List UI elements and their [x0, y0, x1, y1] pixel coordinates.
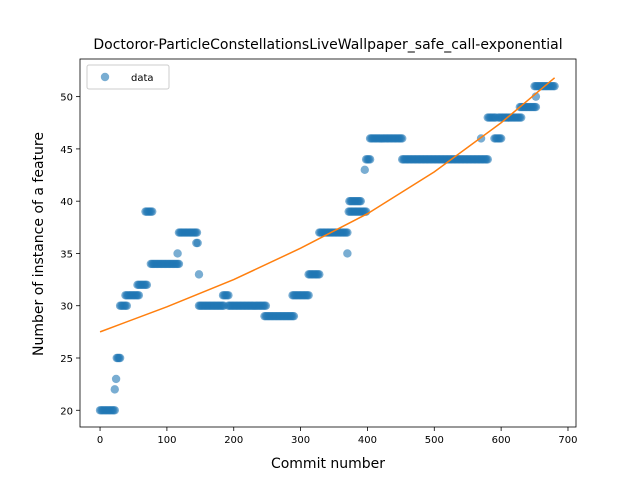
- x-tick-label: 600: [492, 435, 511, 446]
- data-point: [484, 155, 492, 163]
- y-tick-label: 35: [60, 249, 73, 260]
- legend-box: [87, 65, 169, 89]
- data-point: [224, 291, 232, 299]
- data-point: [315, 270, 323, 278]
- data-point: [497, 134, 505, 142]
- x-axis-label: Commit number: [271, 456, 385, 472]
- y-tick-label: 20: [60, 406, 73, 417]
- x-tick-label: 700: [558, 435, 577, 446]
- data-point: [116, 354, 124, 362]
- data-point: [357, 197, 365, 205]
- data-point: [123, 302, 131, 310]
- data-point: [290, 312, 298, 320]
- data-point: [262, 302, 270, 310]
- y-tick-label: 25: [60, 354, 73, 365]
- legend-marker-data: [101, 73, 109, 81]
- data-point: [195, 270, 203, 278]
- x-tick-label: 100: [157, 435, 176, 446]
- legend: data: [87, 65, 169, 89]
- data-point: [517, 113, 525, 121]
- data-point: [173, 249, 181, 257]
- data-point: [135, 291, 143, 299]
- data-point: [366, 155, 374, 163]
- data-point: [193, 228, 201, 236]
- y-tick-label: 40: [60, 197, 73, 208]
- data-point: [143, 281, 151, 289]
- y-axis-label: Number of instance of a feature: [31, 132, 47, 356]
- data-point: [550, 82, 558, 90]
- data-point: [193, 239, 201, 247]
- data-point: [532, 103, 540, 111]
- data-point: [175, 260, 183, 268]
- y-tick-label: 30: [60, 302, 73, 313]
- data-point: [361, 166, 369, 174]
- legend-label-data: data: [131, 73, 154, 84]
- x-tick-label: 0: [97, 435, 103, 446]
- x-tick-label: 300: [291, 435, 310, 446]
- data-point: [111, 385, 119, 393]
- data-point: [304, 291, 312, 299]
- x-tick-label: 200: [224, 435, 243, 446]
- data-point: [398, 134, 406, 142]
- data-point: [111, 406, 119, 414]
- data-point: [343, 228, 351, 236]
- data-point: [112, 375, 120, 383]
- chart-title: Doctoror-ParticleConstellationsLiveWallp…: [93, 37, 562, 53]
- data-point: [343, 249, 351, 257]
- y-tick-label: 50: [60, 93, 73, 104]
- y-tick-label: 45: [60, 145, 73, 156]
- data-point: [148, 207, 156, 215]
- x-tick-label: 500: [425, 435, 444, 446]
- x-tick-label: 400: [358, 435, 377, 446]
